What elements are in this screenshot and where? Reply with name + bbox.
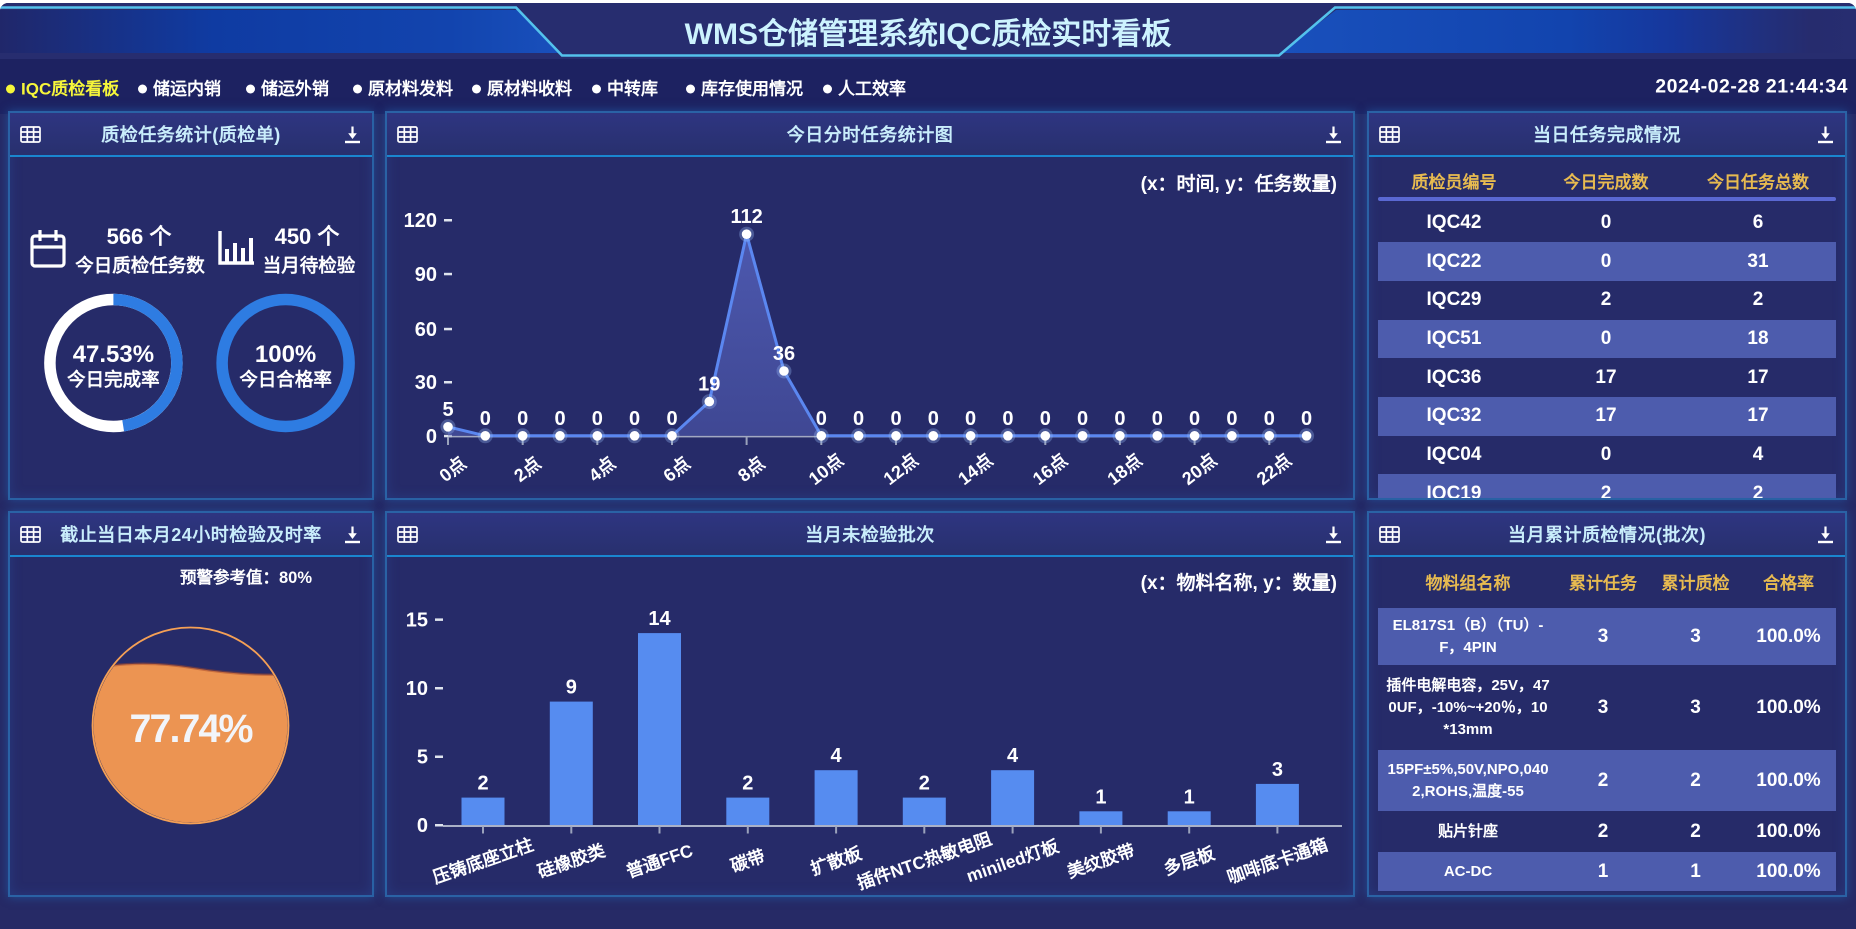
svg-text:当月待检验: 当月待检验 [263,255,356,276]
svg-text:450 个: 450 个 [275,224,341,249]
svg-text:0: 0 [816,408,827,430]
svg-text:美纹胶带: 美纹胶带 [1065,840,1138,882]
svg-text:WMS仓储管理系统IQC质检实时看板: WMS仓储管理系统IQC质检实时看板 [685,17,1172,51]
svg-text:硅橡胶类: 硅橡胶类 [535,840,608,882]
svg-text:1: 1 [1095,786,1106,808]
svg-text:0: 0 [1301,408,1312,430]
svg-text:0: 0 [1114,408,1125,430]
svg-text:0: 0 [480,408,491,430]
svg-text:0: 0 [517,408,528,430]
svg-text:0: 0 [629,408,640,430]
svg-text:今日合格率: 今日合格率 [238,369,332,390]
svg-text:120: 120 [404,210,437,232]
svg-text:0: 0 [554,408,565,430]
svg-text:5: 5 [442,399,453,421]
svg-text:0: 0 [666,408,677,430]
svg-text:14点: 14点 [954,449,997,489]
svg-text:0: 0 [965,408,976,430]
svg-text:压铸底座立柱: 压铸底座立柱 [430,834,536,887]
svg-text:0: 0 [1040,408,1051,430]
svg-text:5: 5 [417,747,428,769]
svg-text:0: 0 [1264,408,1275,430]
svg-text:碳带: 碳带 [728,846,768,876]
svg-text:(x：物料名称, y：数量): (x：物料名称, y：数量) [1141,571,1337,594]
svg-text:6点: 6点 [659,452,694,486]
svg-text:0: 0 [1189,408,1200,430]
svg-text:0: 0 [853,408,864,430]
svg-text:15: 15 [406,609,428,631]
svg-text:10: 10 [406,678,428,700]
svg-text:20点: 20点 [1178,449,1221,489]
svg-text:47.53%: 47.53% [73,341,154,368]
svg-text:1: 1 [1184,786,1195,808]
svg-text:2: 2 [742,773,753,795]
svg-text:566 个: 566 个 [107,224,173,249]
svg-text:2点: 2点 [510,452,545,486]
svg-text:9: 9 [566,677,577,699]
svg-text:16点: 16点 [1028,449,1071,489]
svg-text:100%: 100% [255,341,316,368]
svg-text:18点: 18点 [1103,449,1146,489]
svg-text:14: 14 [648,608,671,630]
svg-text:0: 0 [426,426,437,448]
svg-text:咖啡底卡通箱: 咖啡底卡通箱 [1225,834,1331,887]
svg-text:77.74%: 77.74% [130,707,254,751]
svg-text:19: 19 [698,374,720,396]
svg-text:30: 30 [415,372,437,394]
svg-text:0: 0 [592,408,603,430]
svg-text:4: 4 [831,745,843,767]
svg-text:0: 0 [928,408,939,430]
svg-text:4点: 4点 [584,452,619,486]
svg-text:4: 4 [1007,745,1019,767]
svg-text:0: 0 [1077,408,1088,430]
svg-text:60: 60 [415,319,437,341]
svg-text:普通FFC: 普通FFC [624,840,696,881]
svg-text:0: 0 [1226,408,1237,430]
svg-text:112: 112 [730,206,762,228]
svg-text:36: 36 [773,343,795,365]
svg-text:12点: 12点 [879,449,922,489]
svg-text:8点: 8点 [734,452,769,486]
svg-text:2: 2 [477,773,488,795]
svg-text:今日完成率: 今日完成率 [66,369,160,390]
svg-text:10点: 10点 [804,449,847,489]
svg-text:2: 2 [919,773,930,795]
svg-text:多层板: 多层板 [1161,843,1218,879]
svg-text:0: 0 [890,408,901,430]
svg-text:90: 90 [415,264,437,286]
svg-text:3: 3 [1272,759,1283,781]
svg-text:0: 0 [1002,408,1013,430]
svg-text:0点: 0点 [435,452,470,486]
svg-text:预警参考值：80%: 预警参考值：80% [180,567,312,587]
svg-text:今日质检任务数: 今日质检任务数 [74,255,205,276]
svg-text:(x：时间, y：任务数量): (x：时间, y：任务数量) [1141,172,1337,195]
svg-text:0: 0 [417,815,428,837]
svg-text:0: 0 [1152,408,1163,430]
svg-text:22点: 22点 [1252,449,1295,489]
